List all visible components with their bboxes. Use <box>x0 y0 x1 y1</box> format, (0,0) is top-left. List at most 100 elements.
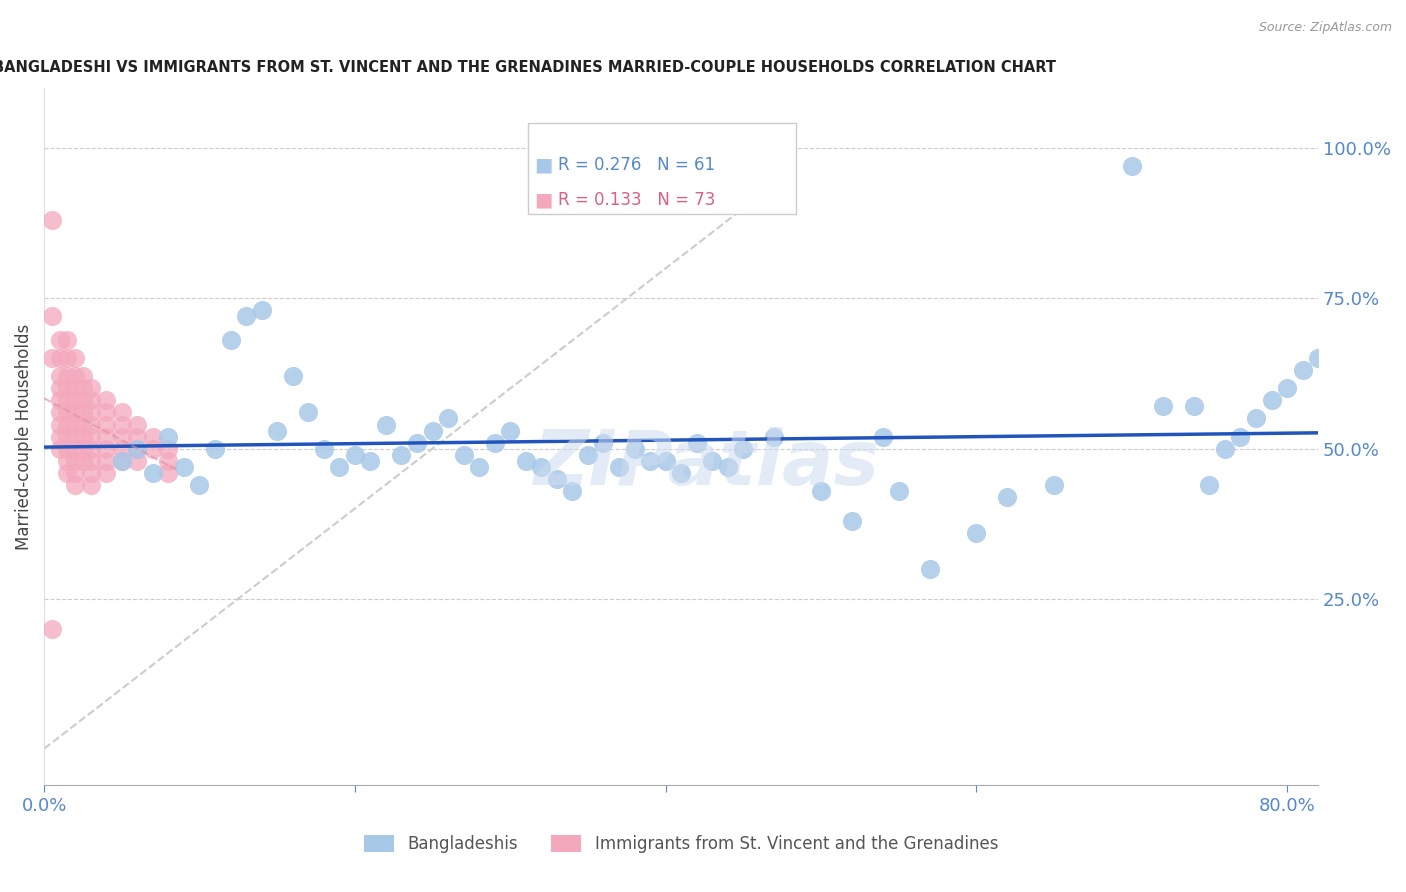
Point <box>592 435 614 450</box>
Point <box>80 429 103 443</box>
Point <box>1275 382 1298 396</box>
Point <box>1229 429 1251 443</box>
Point <box>1308 351 1330 366</box>
Point <box>63 477 86 491</box>
Point <box>48 334 70 348</box>
Point <box>499 424 522 438</box>
Point <box>72 369 94 384</box>
Point <box>997 490 1019 504</box>
Point <box>157 429 180 443</box>
Point <box>56 405 79 419</box>
Point <box>374 417 396 432</box>
Point <box>63 417 86 432</box>
Point <box>359 453 381 467</box>
Point <box>48 382 70 396</box>
Point <box>1182 400 1205 414</box>
Point <box>80 466 103 480</box>
Point <box>561 483 583 498</box>
Point <box>111 442 134 456</box>
Point <box>56 429 79 443</box>
Point <box>872 429 894 443</box>
Point <box>48 405 70 419</box>
Point <box>142 442 165 456</box>
Text: R = 0.276   N = 61: R = 0.276 N = 61 <box>558 156 714 174</box>
Text: ZIPatlas: ZIPatlas <box>534 427 880 501</box>
Point <box>48 393 70 408</box>
Point <box>96 417 118 432</box>
Point <box>48 369 70 384</box>
Y-axis label: Married-couple Households: Married-couple Households <box>15 324 32 549</box>
Point <box>56 453 79 467</box>
Point <box>72 382 94 396</box>
Point <box>96 466 118 480</box>
Point <box>638 453 661 467</box>
Point <box>530 459 553 474</box>
Point <box>80 477 103 491</box>
Text: R = 0.133   N = 73: R = 0.133 N = 73 <box>558 191 714 209</box>
Point <box>453 448 475 462</box>
Point <box>56 393 79 408</box>
Point <box>111 453 134 467</box>
Point <box>80 453 103 467</box>
Point <box>56 466 79 480</box>
Point <box>72 405 94 419</box>
Point <box>41 622 63 636</box>
Point <box>607 459 630 474</box>
Point <box>1043 477 1066 491</box>
Point <box>63 429 86 443</box>
Point <box>702 453 724 467</box>
Point <box>63 369 86 384</box>
Point <box>266 424 288 438</box>
Point <box>96 429 118 443</box>
Point <box>63 351 86 366</box>
Point <box>1213 442 1236 456</box>
Point <box>422 424 444 438</box>
Point <box>48 442 70 456</box>
Point <box>188 477 211 491</box>
Point <box>1121 159 1143 173</box>
Point <box>41 351 63 366</box>
Text: Source: ZipAtlas.com: Source: ZipAtlas.com <box>1258 21 1392 35</box>
Point <box>127 453 149 467</box>
Point <box>111 429 134 443</box>
Point <box>48 417 70 432</box>
Point <box>468 459 491 474</box>
Point <box>887 483 910 498</box>
Point <box>733 442 755 456</box>
Point <box>48 429 70 443</box>
Point <box>810 483 832 498</box>
Point <box>72 417 94 432</box>
Point <box>127 442 149 456</box>
Point <box>72 429 94 443</box>
Point <box>297 405 319 419</box>
Point <box>80 393 103 408</box>
Point <box>157 466 180 480</box>
Point <box>96 393 118 408</box>
Point <box>63 393 86 408</box>
Point <box>763 429 786 443</box>
Point <box>623 442 645 456</box>
Point <box>127 429 149 443</box>
Point <box>96 405 118 419</box>
Point <box>41 213 63 227</box>
Point <box>80 417 103 432</box>
Point <box>515 453 537 467</box>
Point <box>204 442 226 456</box>
Point <box>56 417 79 432</box>
Point <box>72 442 94 456</box>
Point <box>235 310 257 324</box>
Point <box>48 351 70 366</box>
Point <box>157 453 180 467</box>
Point <box>63 405 86 419</box>
Point <box>841 514 863 528</box>
Point <box>312 442 335 456</box>
Point <box>669 466 692 480</box>
Point <box>576 448 599 462</box>
Legend: Bangladeshis, Immigrants from St. Vincent and the Grenadines: Bangladeshis, Immigrants from St. Vincen… <box>357 829 1005 860</box>
Point <box>63 382 86 396</box>
Point <box>56 369 79 384</box>
Point <box>142 466 165 480</box>
Point <box>1198 477 1220 491</box>
Point <box>157 442 180 456</box>
Point <box>111 453 134 467</box>
